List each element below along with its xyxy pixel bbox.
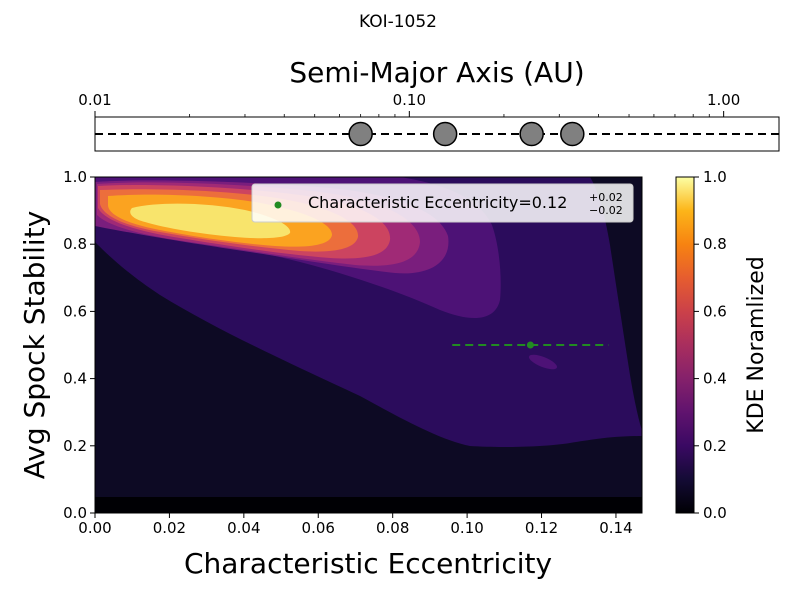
chart-title: KOI-1052 (359, 12, 437, 32)
x-tick-label: 0.12 (525, 519, 558, 537)
y-axis-ticks: 0.0 0.2 0.4 0.6 0.8 1.0 (63, 168, 95, 522)
top-tick-label: 0.10 (393, 91, 426, 109)
planet-markers (348, 121, 585, 147)
x-axis-ticks: 0.00 0.02 0.04 0.06 0.08 0.10 0.12 0.14 (78, 513, 633, 537)
estimate-point (526, 341, 534, 349)
legend-marker (274, 201, 282, 209)
top-tick-label: 0.01 (78, 91, 111, 109)
kde-small-blob (528, 354, 558, 370)
x-tick-label: 0.14 (599, 519, 632, 537)
kde-floor-band (95, 497, 642, 513)
y-tick-label: 1.0 (63, 168, 87, 186)
top-tick-label: 1.00 (707, 91, 740, 109)
planet-marker (519, 121, 544, 147)
legend-sub: −0.02 (589, 204, 623, 217)
top-axis-ticks: 0.01 0.10 1.00 (78, 91, 740, 117)
x-tick-label: 0.00 (78, 519, 111, 537)
legend: Characteristic Eccentricity=0.12 +0.02 −… (251, 183, 634, 223)
legend-label: Characteristic Eccentricity=0.12 (308, 193, 567, 212)
y-tick-label: 0.6 (63, 302, 87, 320)
colorbar-tick-label: 0.2 (703, 437, 727, 455)
legend-label-main: Characteristic Eccentricity=0.12 (308, 193, 567, 212)
heatmap-frame (94, 176, 643, 514)
colorbar (675, 176, 695, 514)
colorbar-tick-label: 1.0 (703, 168, 727, 186)
y-axis-label: Avg Spock Stability (18, 211, 51, 480)
colorbar-tick-label: 0.8 (703, 235, 727, 253)
x-tick-label: 0.10 (450, 519, 483, 537)
y-tick-label: 0.2 (63, 437, 87, 455)
colorbar-tick-label: 0.0 (703, 504, 727, 522)
y-tick-label: 0.4 (63, 370, 87, 388)
x-tick-label: 0.04 (227, 519, 260, 537)
planet-marker (432, 121, 458, 147)
colorbar-tick-label: 0.6 (703, 302, 727, 320)
legend-sup: +0.02 (589, 191, 623, 204)
kde-level-8 (130, 203, 291, 239)
x-tick-label: 0.06 (302, 519, 335, 537)
x-tick-label: 0.08 (376, 519, 409, 537)
planet-marker (348, 121, 373, 147)
top-axis-label: Semi-Major Axis (AU) (289, 56, 584, 89)
x-tick-label: 0.02 (153, 519, 186, 537)
legend-box (251, 183, 634, 223)
colorbar-tick-label: 0.4 (703, 370, 727, 388)
colorbar-label: KDE Noramlized (744, 256, 769, 433)
x-axis-label: Characteristic Eccentricity (184, 547, 552, 580)
y-tick-label: 0.0 (63, 504, 87, 522)
colorbar-ticks: 0.0 0.2 0.4 0.6 0.8 1.0 (694, 168, 727, 522)
y-tick-label: 0.8 (63, 235, 87, 253)
planet-marker (560, 121, 585, 147)
